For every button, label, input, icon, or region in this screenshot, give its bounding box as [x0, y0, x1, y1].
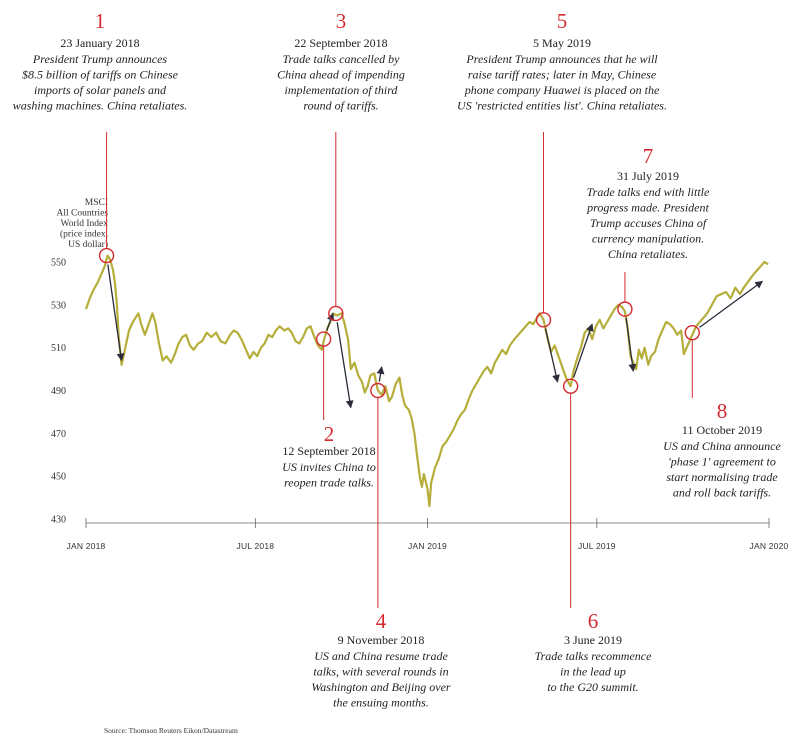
annotation-text-line: US and China announce: [663, 439, 781, 453]
x-tick-label: JUL 2019: [578, 541, 616, 551]
x-tick-label: JAN 2018: [67, 541, 106, 551]
annotation-text-line: US invites China to: [282, 460, 376, 474]
annotation-marker: [562, 378, 579, 394]
annotation-marker: [617, 301, 633, 317]
annotation-arrow: [376, 366, 385, 382]
y-axis-label-line: World Index: [60, 219, 108, 229]
annotation-text-line: round of tariffs.: [303, 99, 378, 113]
annotation-date: 3 June 2019: [564, 633, 622, 647]
y-tick-label: 530: [51, 300, 66, 311]
annotation-marker: [535, 312, 552, 328]
annotation-number: 8: [717, 399, 728, 423]
annotation-number: 6: [588, 609, 599, 633]
annotation-text-line: imports of solar panels and: [34, 83, 167, 97]
annotation-number: 7: [643, 144, 654, 168]
annotation-text-line: raise tariff rates; later in May, Chines…: [468, 68, 657, 82]
annotation-leaders: [106, 132, 693, 608]
annotation-number: 3: [336, 9, 347, 33]
annotation-date: 12 September 2018: [282, 444, 375, 458]
annotation-text-line: Trade talks end with little: [587, 185, 710, 199]
annotation-arrow: [572, 323, 594, 378]
x-tick-label: JAN 2019: [408, 541, 447, 551]
y-tick-label: 430: [51, 515, 66, 526]
annotation-text-line: 'phase 1' agreement to: [668, 455, 776, 469]
annotation-text-line: China retaliates.: [608, 247, 688, 261]
annotation-arrows: [107, 264, 764, 409]
annotation-text-line: Trump accuses China of: [590, 216, 708, 230]
annotation-text-line: the ensuing months.: [333, 696, 429, 710]
annotation-arrow: [107, 264, 125, 362]
annotation-date: 22 September 2018: [294, 36, 387, 50]
annotation-text-line: reopen trade talks.: [284, 476, 374, 490]
annotation-marker: [684, 324, 700, 341]
annotation-date: 11 October 2019: [682, 423, 762, 437]
annotation-marker: [98, 247, 115, 264]
y-axis-label-line: MSCI: [85, 198, 108, 208]
annotation-arrow: [699, 280, 764, 328]
y-axis-ticks: 430 450 470 490 510 530 550: [51, 258, 66, 526]
annotation-number: 4: [376, 609, 387, 633]
annotation-marker: [328, 305, 344, 322]
y-axis-label-line: All Countries: [57, 209, 109, 219]
y-tick-label: 550: [51, 258, 66, 269]
annotation-markers: [98, 247, 700, 399]
annotation-number: 5: [557, 9, 568, 33]
annotation-text-line: to the G20 summit.: [547, 680, 638, 694]
annotation-text-line: President Trump announces that he will: [465, 52, 658, 66]
annotation-text-line: washing machines. China retaliates.: [13, 99, 188, 113]
annotation-texts: 1 23 January 2018 President Trump announce…: [13, 9, 782, 710]
annotation-text-line: President Trump announces: [32, 52, 168, 66]
annotation-text-line: in the lead up: [560, 665, 626, 679]
annotation-date: 9 November 2018: [338, 633, 425, 647]
annotation-date: 5 May 2019: [533, 36, 591, 50]
annotation-text-line: China ahead of impending: [277, 68, 405, 82]
annotation-text-line: phone company Huawei is placed on the: [464, 83, 660, 97]
y-axis-label-line: US dollar): [68, 239, 108, 250]
annotation-text-line: and roll back tariffs.: [673, 486, 771, 500]
annotation-marker: [315, 331, 332, 347]
annotation-date: 23 January 2018: [60, 36, 139, 50]
annotation-arrow: [336, 322, 354, 409]
x-tick-label: JAN 2020: [750, 541, 789, 551]
annotation-text-line: US and China resume trade: [314, 649, 448, 663]
annotation-text-line: Washington and Beijing over: [311, 680, 451, 694]
y-tick-label: 470: [51, 429, 66, 440]
annotation-text-line: progress made. President: [586, 201, 709, 215]
x-axis-ticks: JAN 2018 JUL 2018 JAN 2019 JUL 2019 JAN 2020: [67, 518, 789, 551]
annotation-text-line: currency manipulation.: [592, 232, 704, 246]
source-note: Source: Thomson Reuters Eikon/Datastream: [104, 726, 238, 735]
series-line: [84, 254, 769, 508]
annotation-date: 31 July 2019: [617, 169, 679, 183]
annotation-text-line: Trade talks cancelled by: [283, 52, 401, 66]
annotation-arrow: [544, 328, 560, 383]
annotation-text-line: $8.5 billion of tariffs on Chinese: [22, 68, 179, 82]
annotation-number: 1: [95, 9, 106, 33]
annotation-arrow: [625, 317, 637, 372]
annotation-text-line: talks, with several rounds in: [313, 665, 448, 679]
y-tick-label: 510: [51, 343, 66, 354]
x-tick-label: JUL 2018: [237, 541, 275, 551]
annotation-marker: [370, 382, 386, 399]
y-tick-label: 490: [51, 386, 66, 397]
annotation-text-line: Trade talks recommence: [535, 649, 653, 663]
annotation-text-line: US 'restricted entities list'. China ret…: [457, 99, 667, 113]
y-axis-label-line: (price index,: [60, 229, 108, 240]
annotation-arrow: [326, 312, 335, 331]
annotation-number: 2: [324, 422, 335, 446]
annotation-text-line: start normalising trade: [666, 470, 778, 484]
y-tick-label: 450: [51, 472, 66, 483]
annotation-text-line: implementation of third: [285, 83, 399, 97]
